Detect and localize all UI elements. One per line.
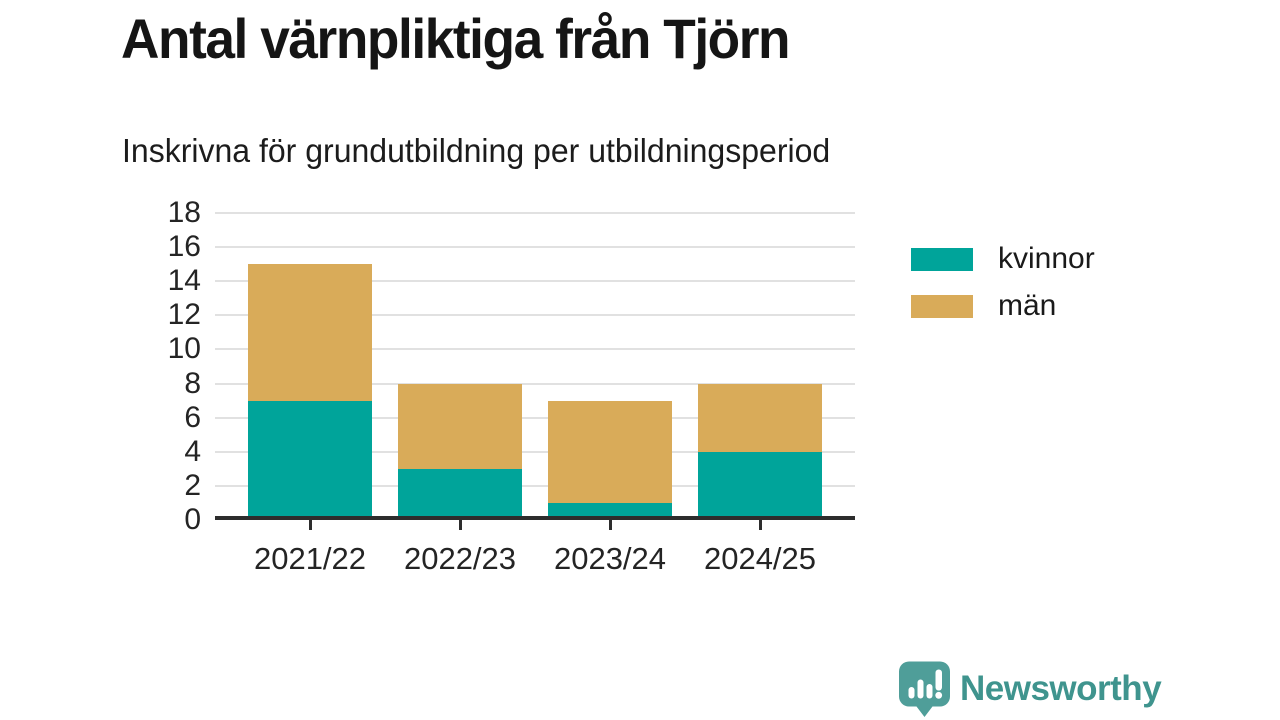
y-tick-label: 16 xyxy=(167,230,201,264)
y-tick-label: 0 xyxy=(184,503,201,536)
legend-label-män: män xyxy=(998,289,1057,322)
gridline-y10 xyxy=(215,348,855,351)
chart-subtitle: Inskrivna för grundutbildning per utbild… xyxy=(122,132,831,169)
plot-area xyxy=(215,212,855,530)
gridline-y4 xyxy=(215,450,855,453)
x-tick xyxy=(608,520,612,530)
x-tick xyxy=(458,520,462,530)
newsworthy-bubble-icon xyxy=(899,661,950,717)
y-tick-label: 12 xyxy=(167,298,201,332)
bar-2023-24-kvinnor xyxy=(548,502,672,520)
gridline-y14 xyxy=(215,280,855,283)
x-tick-label: 2024/25 xyxy=(703,541,817,576)
bar-2021-22-kvinnor xyxy=(248,400,372,520)
x-tick xyxy=(758,520,762,530)
bar-2023-24-män xyxy=(548,400,672,503)
x-tick-label: 2022/23 xyxy=(403,541,517,576)
x-tick-label: 2021/22 xyxy=(253,541,367,576)
legend-swatch-kvinnor xyxy=(911,247,973,271)
y-tick-label: 8 xyxy=(184,366,201,400)
x-tick-label: 2023/24 xyxy=(553,541,667,576)
newsworthy-logo: Newsworthy xyxy=(898,661,1162,717)
x-tick xyxy=(308,520,312,530)
y-tick-label: 10 xyxy=(167,332,201,366)
gridline-y12 xyxy=(215,314,855,317)
bar-2022-23-kvinnor xyxy=(398,468,522,520)
bar-2022-23-män xyxy=(398,383,522,469)
y-tick-label: 14 xyxy=(167,264,201,298)
gridline-y2 xyxy=(215,484,855,487)
gridline-y16 xyxy=(215,246,855,249)
bar-2024-25-män xyxy=(698,383,822,452)
gridline-y8 xyxy=(215,382,855,385)
bar-2024-25-kvinnor xyxy=(698,451,822,520)
legend: kvinnor män xyxy=(911,242,1095,341)
y-tick-label: 4 xyxy=(184,434,201,468)
legend-swatch-män xyxy=(911,294,973,318)
chart-title: Antal värnpliktiga från Tjörn xyxy=(121,7,791,70)
y-tick-label: 2 xyxy=(184,468,201,502)
legend-label-kvinnor: kvinnor xyxy=(998,242,1095,275)
legend-item-kvinnor: kvinnor xyxy=(911,242,1095,275)
y-tick-label: 18 xyxy=(167,196,201,229)
brand-name: Newsworthy xyxy=(960,669,1162,708)
x-axis-line xyxy=(215,516,855,520)
bar-2021-22-män xyxy=(248,264,372,401)
y-tick-label: 6 xyxy=(184,400,201,434)
legend-item-män: män xyxy=(911,289,1095,322)
gridline-y6 xyxy=(215,416,855,419)
gridline-y18 xyxy=(215,212,855,214)
